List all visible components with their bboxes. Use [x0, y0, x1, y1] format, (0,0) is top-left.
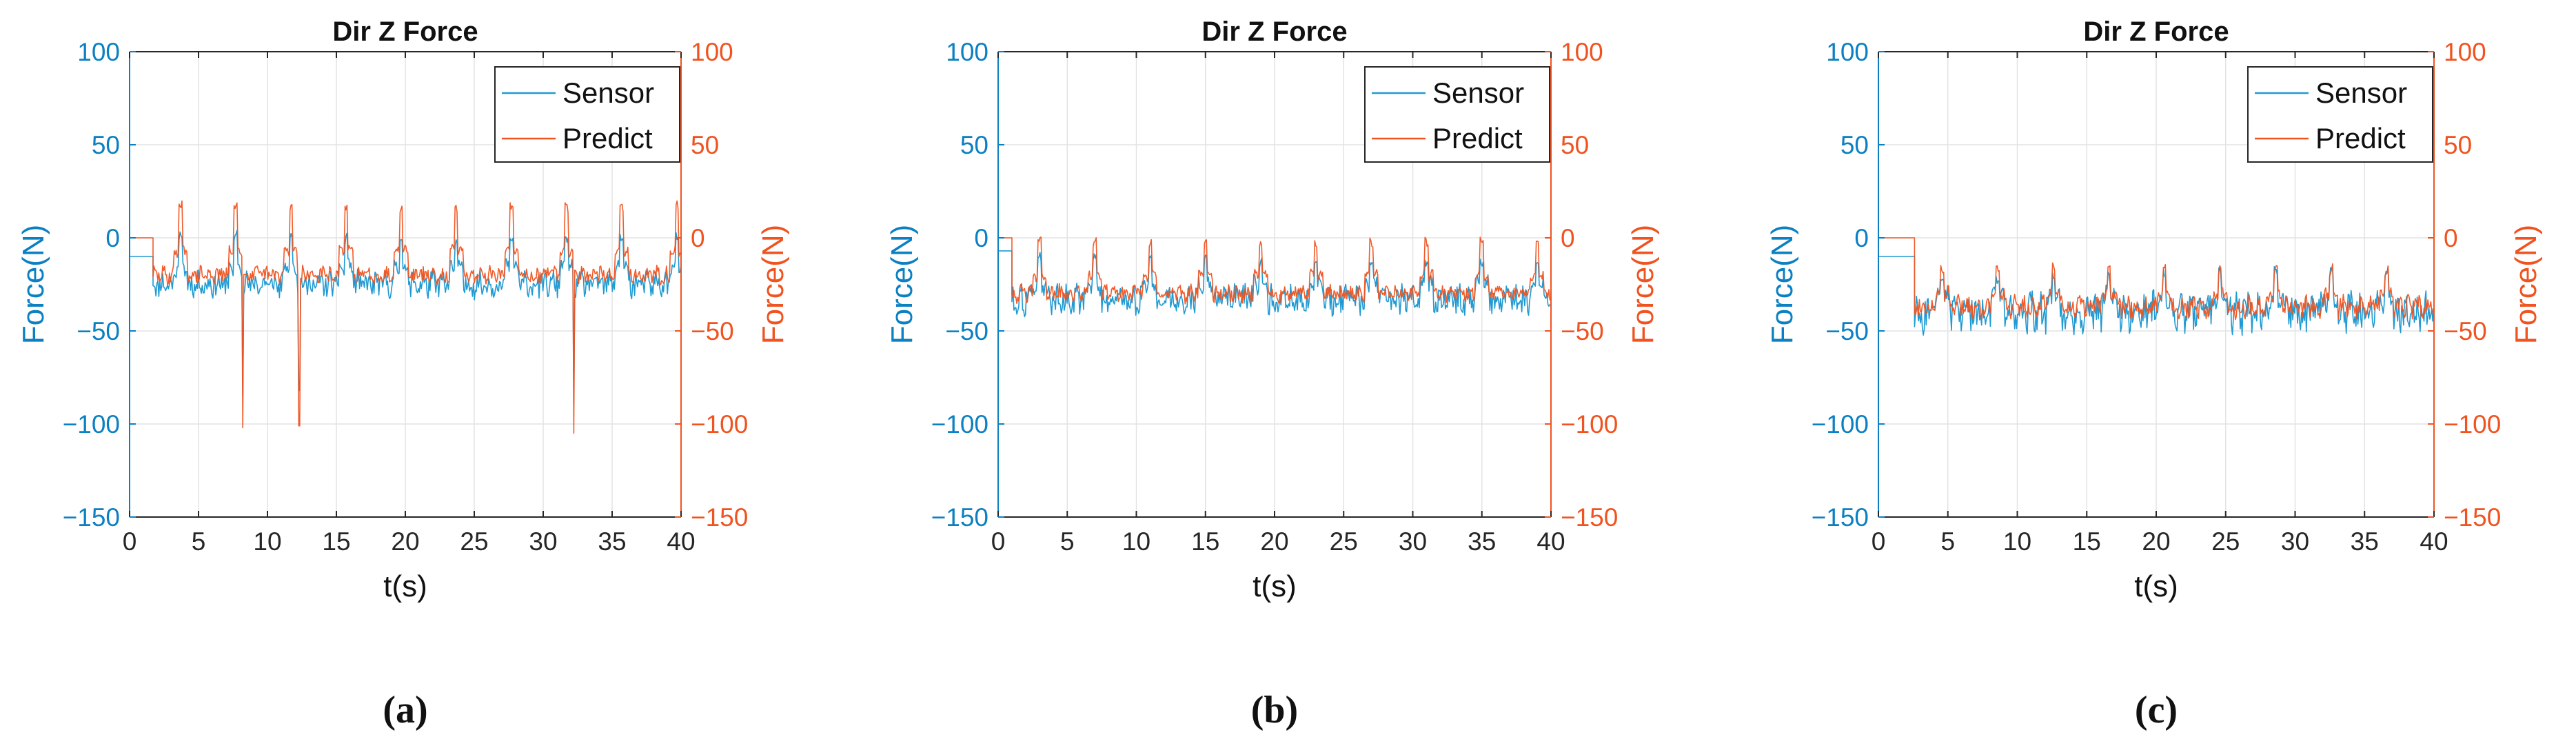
y-tick-label-right: 0	[691, 224, 705, 252]
panel-caption: (c)	[2135, 689, 2178, 731]
y-tick-label-right: 100	[691, 38, 733, 66]
y-tick-label-right: −150	[1561, 503, 1618, 532]
x-tick-label: 0	[991, 527, 1006, 556]
x-tick-label: 15	[322, 527, 350, 556]
y-tick-label-left: 100	[77, 38, 120, 66]
chart-title: Dir Z Force	[2083, 17, 2229, 47]
legend-box	[494, 66, 680, 163]
y-tick-label-left: 100	[1826, 38, 1869, 66]
x-axis-label: t(s)	[2134, 569, 2178, 603]
legend-label-series-predict: Predict	[2315, 122, 2406, 154]
legend-label-series-predict: Predict	[1432, 122, 1523, 154]
legend: Sensor Predict	[2247, 66, 2433, 163]
legend: Sensor Predict	[494, 66, 680, 163]
y-tick-label-left: 50	[960, 131, 988, 159]
series-predict-line	[130, 200, 682, 434]
y-tick-label-right: −100	[691, 410, 748, 438]
y-tick-label-left: −50	[77, 317, 120, 345]
y-tick-label-right: 0	[1561, 224, 1575, 252]
x-tick-label: 5	[1940, 527, 1955, 556]
y-tick-label-right: 50	[2444, 131, 2472, 159]
x-tick-label: 20	[391, 527, 419, 556]
series-predict-line	[1878, 237, 2435, 321]
y-axis-label-left: Force(N)	[1765, 225, 1799, 345]
y-tick-label-left: −50	[1825, 317, 1869, 345]
y-axis-label-left: Force(N)	[17, 225, 50, 345]
x-tick-label: 40	[1537, 527, 1565, 556]
x-tick-label: 15	[1191, 527, 1219, 556]
y-tick-label-left: −50	[945, 317, 988, 345]
y-tick-label-right: −100	[1561, 410, 1618, 438]
panel-caption: (a)	[383, 689, 427, 731]
y-tick-label-left: −100	[63, 410, 120, 438]
y-tick-label-right: 50	[1561, 131, 1589, 159]
x-tick-label: 40	[2420, 527, 2448, 556]
x-tick-label: 25	[460, 527, 488, 556]
y-tick-label-right: −150	[2444, 503, 2501, 532]
y-tick-label-left: −100	[1812, 410, 1869, 438]
legend: Sensor Predict	[1364, 66, 1550, 163]
x-tick-label: 30	[2281, 527, 2309, 556]
x-tick-label: 40	[667, 527, 695, 556]
y-tick-label-left: 50	[92, 131, 120, 159]
legend-label-series-sensor: Sensor	[2315, 77, 2407, 109]
legend-label-series-sensor: Sensor	[562, 77, 654, 109]
legend-label-series-sensor: Sensor	[1432, 77, 1524, 109]
y-tick-label-right: 100	[2444, 38, 2486, 66]
y-tick-label-right: 0	[2444, 224, 2458, 252]
legend-box	[2247, 66, 2433, 163]
y-axis-label-right: Force(N)	[1626, 225, 1660, 345]
y-tick-label-right: 50	[691, 131, 719, 159]
x-tick-label: 20	[1260, 527, 1288, 556]
y-tick-label-left: −150	[1812, 503, 1869, 532]
series-sensor-line	[130, 230, 682, 403]
y-tick-label-left: 50	[1840, 131, 1869, 159]
y-tick-label-left: 0	[974, 224, 988, 252]
y-tick-label-left: −150	[931, 503, 988, 532]
y-tick-label-right: 100	[1561, 38, 1603, 66]
x-tick-label: 10	[1122, 527, 1150, 556]
chart-title: Dir Z Force	[1201, 17, 1347, 47]
x-tick-label: 15	[2073, 527, 2101, 556]
chart-panel-2: 0 5 10 15 20 25 30 35 40−150 −150−100 −100−50 −500 0…	[885, 17, 1660, 731]
y-tick-label-right: −50	[2444, 317, 2487, 345]
x-axis-label: t(s)	[1252, 569, 1297, 603]
x-tick-label: 10	[2003, 527, 2031, 556]
x-tick-label: 35	[598, 527, 626, 556]
x-axis-label: t(s)	[383, 569, 427, 603]
y-tick-label-right: −100	[2444, 410, 2501, 438]
y-tick-label-left: −150	[63, 503, 120, 532]
x-tick-label: 5	[192, 527, 206, 556]
x-tick-label: 30	[1399, 527, 1427, 556]
chart-panel-1: 0 5 10 15 20 25 30 35 40−150 −150−100 −100−50 −500 0…	[17, 17, 790, 731]
x-tick-label: 20	[2142, 527, 2170, 556]
x-tick-label: 25	[2211, 527, 2240, 556]
x-tick-label: 0	[1872, 527, 1886, 556]
y-axis-label-right: Force(N)	[2509, 225, 2543, 345]
x-tick-label: 5	[1060, 527, 1075, 556]
legend-box	[1364, 66, 1550, 163]
y-tick-label-right: −50	[691, 317, 734, 345]
y-tick-label-left: 0	[105, 224, 120, 252]
x-tick-label: 30	[529, 527, 557, 556]
chart-panel-3: 0 5 10 15 20 25 30 35 40−150 −150−100 −100−50 −500 0…	[1765, 17, 2543, 731]
x-tick-label: 35	[1468, 527, 1496, 556]
legend-label-series-predict: Predict	[562, 122, 653, 154]
x-tick-label: 35	[2351, 527, 2379, 556]
series-predict-line	[998, 236, 1551, 305]
y-tick-label-right: −50	[1561, 317, 1604, 345]
y-axis-label-right: Force(N)	[756, 225, 790, 345]
x-tick-label: 0	[123, 527, 137, 556]
y-tick-label-left: 100	[946, 38, 988, 66]
x-tick-label: 25	[1330, 527, 1358, 556]
x-tick-label: 10	[253, 527, 281, 556]
y-axis-label-left: Force(N)	[885, 225, 919, 345]
y-tick-label-right: −150	[691, 503, 748, 532]
chart-title: Dir Z Force	[332, 17, 478, 47]
panel-caption: (b)	[1251, 689, 1298, 731]
y-tick-label-left: −100	[931, 410, 988, 438]
y-tick-label-left: 0	[1854, 224, 1869, 252]
